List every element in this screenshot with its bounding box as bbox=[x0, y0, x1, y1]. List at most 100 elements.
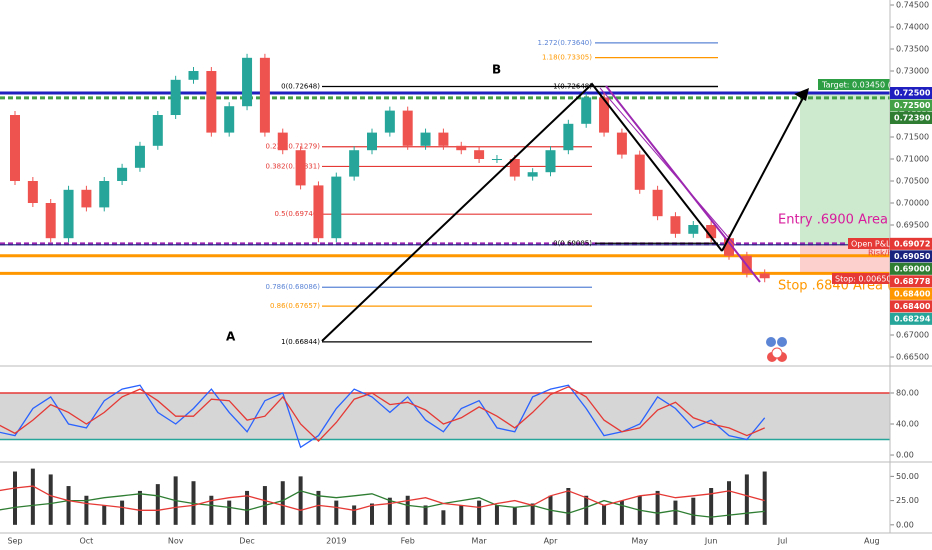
histogram-bar bbox=[155, 484, 160, 525]
candle bbox=[438, 132, 449, 146]
y-tick-label: 0.69500 bbox=[896, 221, 929, 230]
y-tick-label: 0.74500 bbox=[896, 1, 929, 10]
y-tick-label: 0.74000 bbox=[896, 23, 929, 32]
histogram-bar bbox=[441, 510, 446, 525]
fib-label: 0.86(0.67657) bbox=[270, 302, 320, 310]
y-tick-label: 0.73000 bbox=[896, 67, 929, 76]
stop-zone bbox=[800, 244, 890, 274]
candle bbox=[170, 79, 181, 116]
histogram-bar bbox=[405, 495, 410, 525]
candle bbox=[491, 159, 502, 161]
price-tag bbox=[890, 112, 932, 125]
histogram-bar bbox=[48, 474, 53, 525]
price-tag bbox=[890, 250, 932, 263]
price-tag-label: 0.68400 bbox=[894, 302, 931, 311]
histogram-bar bbox=[512, 507, 517, 525]
histogram-bar bbox=[66, 486, 71, 525]
y-tick-label: 25.00 bbox=[896, 496, 919, 505]
fib-label: 1(0.66844) bbox=[281, 338, 320, 346]
x-tick-label: Apr bbox=[544, 537, 559, 546]
candle bbox=[134, 145, 145, 168]
candle bbox=[724, 238, 734, 256]
histogram-bar bbox=[209, 495, 214, 525]
price-tag-label: 0.69000 bbox=[894, 264, 931, 273]
candle bbox=[224, 106, 235, 133]
x-tick-label: Oct bbox=[79, 537, 93, 546]
point-label: B bbox=[492, 63, 501, 77]
indicator-line bbox=[0, 485, 765, 511]
x-tick-label: Feb bbox=[401, 537, 415, 546]
candle bbox=[331, 176, 342, 239]
histogram-bar bbox=[334, 500, 339, 525]
fib-label: 0(0.69085) bbox=[553, 239, 592, 247]
indicator-line bbox=[0, 490, 765, 518]
histogram-bar bbox=[13, 471, 17, 525]
histogram-bar bbox=[316, 490, 321, 525]
histogram-bar bbox=[530, 503, 535, 525]
price-tag bbox=[890, 99, 932, 112]
histogram-bar bbox=[120, 500, 125, 525]
fib-label: 0.382(0.70831) bbox=[266, 162, 321, 170]
candle bbox=[527, 172, 538, 177]
price-tag bbox=[890, 312, 932, 325]
candle bbox=[259, 57, 270, 133]
price-tag bbox=[890, 237, 932, 250]
histogram-bar bbox=[245, 490, 250, 525]
histogram-bar bbox=[602, 505, 607, 525]
candle bbox=[10, 115, 20, 182]
pl-text: Open P&L: bbox=[851, 240, 893, 249]
y-tick-label: 50.00 bbox=[896, 472, 919, 481]
candle bbox=[349, 150, 360, 177]
candle bbox=[295, 150, 306, 186]
histogram-bar bbox=[584, 495, 589, 525]
candle bbox=[242, 57, 253, 107]
fib-label: 0.5(0.69746) bbox=[274, 210, 320, 218]
candle bbox=[384, 110, 395, 133]
histogram-bar bbox=[459, 505, 464, 525]
candle bbox=[402, 110, 413, 146]
candle bbox=[206, 71, 217, 133]
histogram-bar bbox=[494, 505, 499, 525]
stop-text: Stop: 0.00650 bbox=[835, 275, 892, 284]
x-tick-label: Jul bbox=[777, 537, 788, 546]
price-tag bbox=[890, 262, 932, 275]
x-tick-label: Nov bbox=[168, 537, 184, 546]
price-tag bbox=[890, 287, 932, 300]
price-tag-label: 0.68400 bbox=[894, 289, 931, 298]
y-tick-label: 0.00 bbox=[896, 520, 914, 529]
candle bbox=[706, 225, 717, 239]
histogram-bar bbox=[387, 497, 392, 525]
y-tick-label: 0.71000 bbox=[896, 155, 929, 164]
price-tag-label: 0.68294 bbox=[894, 314, 931, 323]
candle bbox=[652, 189, 663, 217]
indicator-line bbox=[0, 386, 765, 443]
histogram-bar bbox=[102, 505, 107, 525]
y-tick-label: 0.71500 bbox=[896, 133, 929, 142]
candle bbox=[45, 203, 56, 239]
x-tick-label: Sep bbox=[7, 537, 22, 546]
arrow-head bbox=[794, 88, 809, 101]
histogram-bar bbox=[370, 503, 374, 525]
histogram-bar bbox=[655, 490, 660, 525]
y-tick-label: 40.00 bbox=[896, 420, 919, 429]
candle bbox=[277, 132, 288, 151]
histogram-bar bbox=[727, 481, 731, 525]
histogram-bar bbox=[423, 505, 428, 525]
target-tag bbox=[818, 79, 890, 90]
projection-line bbox=[721, 95, 805, 252]
candle bbox=[152, 115, 163, 146]
candle bbox=[420, 132, 431, 146]
y-tick-label: 0.70000 bbox=[896, 199, 929, 208]
pl-tag bbox=[848, 238, 890, 249]
trend-line bbox=[321, 82, 723, 342]
candle bbox=[117, 167, 128, 182]
fib-label: 1(0.72648) bbox=[553, 82, 592, 90]
candle bbox=[509, 159, 520, 177]
histogram-bar bbox=[227, 500, 232, 525]
channel-line bbox=[599, 87, 736, 246]
histogram-bar bbox=[619, 500, 624, 525]
indicator-icons bbox=[766, 337, 787, 362]
candle bbox=[188, 71, 199, 80]
indicator-line bbox=[0, 384, 766, 449]
